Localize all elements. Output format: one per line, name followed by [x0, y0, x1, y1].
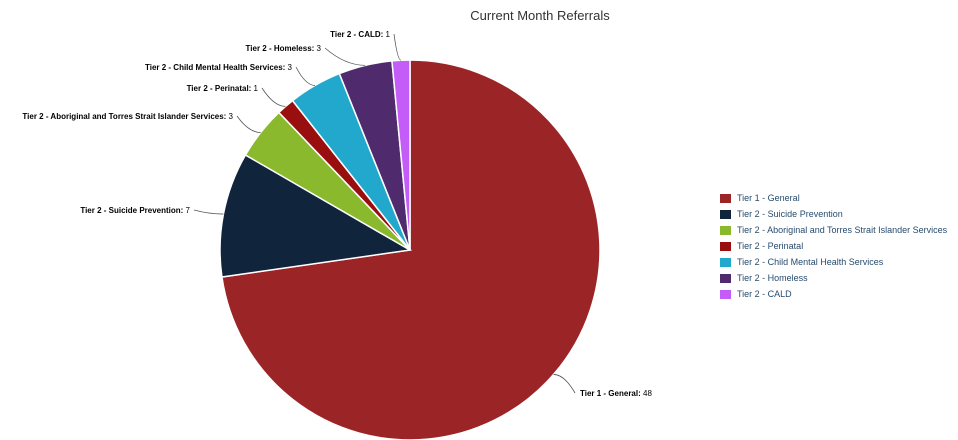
- data-label-connector: [193, 209, 224, 215]
- legend-swatch: [720, 209, 731, 219]
- legend-item-tier-2-suicide-prevention[interactable]: Tier 2 - Suicide Prevention: [720, 206, 947, 222]
- legend-item-tier-2-child-mental-health-services[interactable]: Tier 2 - Child Mental Health Services: [720, 254, 947, 270]
- legend-swatch: [720, 289, 731, 299]
- legend-label: Tier 2 - Suicide Prevention: [737, 209, 843, 219]
- data-label-tier-1-general: Tier 1 - General: 48: [580, 389, 652, 398]
- legend-label: Tier 2 - Perinatal: [737, 241, 804, 251]
- legend-item-tier-2-aboriginal-and-torres-strait-islander-services[interactable]: Tier 2 - Aboriginal and Torres Strait Is…: [720, 222, 947, 238]
- data-label-connector: [236, 115, 261, 133]
- chart-title: Current Month Referrals: [470, 8, 610, 23]
- legend-swatch: [720, 241, 731, 251]
- data-label-connector: [295, 66, 316, 86]
- legend-swatch: [720, 193, 731, 203]
- legend-item-tier-1-general[interactable]: Tier 1 - General: [720, 190, 947, 206]
- data-label-connector: [261, 87, 286, 107]
- data-label-connector: [393, 33, 402, 61]
- legend-swatch: [720, 225, 731, 235]
- legend-swatch: [720, 257, 731, 267]
- legend-label: Tier 2 - CALD: [737, 289, 792, 299]
- legend-label: Tier 1 - General: [737, 193, 800, 203]
- legend-label: Tier 2 - Homeless: [737, 273, 808, 283]
- legend-swatch: [720, 273, 731, 283]
- data-label-tier-2-child-mental-health-services: Tier 2 - Child Mental Health Services: 3: [145, 63, 293, 72]
- legend-item-tier-2-cald[interactable]: Tier 2 - CALD: [720, 286, 947, 302]
- data-label-tier-2-homeless: Tier 2 - Homeless: 3: [246, 44, 322, 53]
- legend: Tier 1 - General Tier 2 - Suicide Prevent…: [720, 190, 947, 302]
- data-label-tier-2-cald: Tier 2 - CALD: 1: [330, 30, 390, 39]
- data-label-connector: [324, 47, 366, 66]
- data-label-connector: [553, 374, 576, 394]
- legend-item-tier-2-homeless[interactable]: Tier 2 - Homeless: [720, 270, 947, 286]
- data-label-tier-2-aboriginal-and-torres-strait-islander-services: Tier 2 - Aboriginal and Torres Strait Is…: [22, 112, 233, 121]
- legend-label: Tier 2 - Child Mental Health Services: [737, 257, 884, 267]
- legend-item-tier-2-perinatal[interactable]: Tier 2 - Perinatal: [720, 238, 947, 254]
- data-label-tier-2-perinatal: Tier 2 - Perinatal: 1: [187, 84, 259, 93]
- data-label-tier-2-suicide-prevention: Tier 2 - Suicide Prevention: 7: [80, 206, 190, 215]
- legend-label: Tier 2 - Aboriginal and Torres Strait Is…: [737, 225, 948, 235]
